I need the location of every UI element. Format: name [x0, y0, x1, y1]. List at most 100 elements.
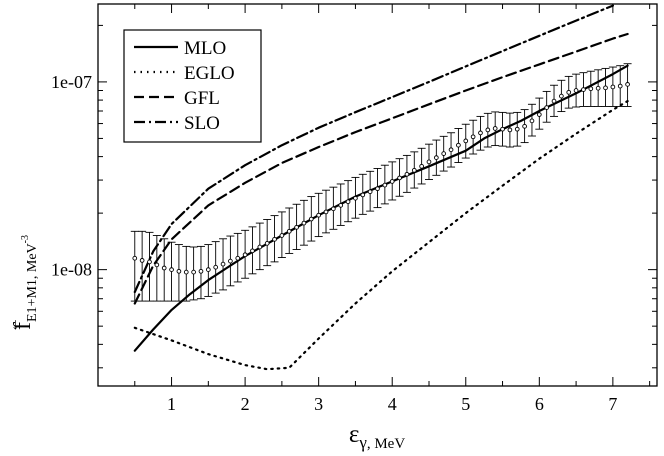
data-point: [220, 261, 226, 267]
experimental-points: [132, 82, 630, 275]
data-point: [566, 89, 572, 95]
data-point: [331, 206, 336, 212]
axis-tick-labels: 1 2 3 4 5 6 7 1e-08 1e-07: [51, 72, 617, 414]
model-curves: [133, 4, 629, 371]
x-tick-label: 1: [167, 394, 176, 414]
data-point: [441, 151, 447, 156]
x-tick-label: 5: [461, 394, 470, 414]
x-axis-subscript: γ: [358, 433, 367, 452]
data-point: [522, 123, 527, 129]
data-point: [551, 98, 557, 104]
y-axis-unit: , MeV: [25, 243, 40, 279]
data-point: [426, 159, 432, 165]
data-point: [573, 88, 579, 93]
axis-ticks: [98, 4, 657, 386]
data-point: [411, 167, 417, 173]
x-tick-label: 6: [535, 394, 544, 414]
data-point: [169, 267, 174, 272]
data-point: [139, 258, 145, 263]
data-point: [419, 163, 424, 169]
data-point: [323, 209, 329, 215]
x-axis-symbol: ε: [349, 421, 360, 448]
data-point: [191, 269, 196, 275]
data-point: [242, 252, 248, 258]
legend-label-gfl: GFL: [184, 88, 220, 109]
data-point: [360, 192, 366, 198]
series-line-mlo: [133, 64, 629, 352]
legend-box: [123, 29, 262, 143]
data-point: [367, 189, 373, 195]
data-point: [353, 195, 358, 201]
x-tick-label: 3: [314, 394, 323, 414]
y-axis-arrow: ←: [5, 317, 22, 333]
data-point: [345, 199, 351, 205]
series-line-eglo: [133, 99, 629, 371]
data-point: [514, 126, 520, 132]
legend-label-eglo: EGLO: [184, 63, 235, 84]
y-tick-label: 1e-08: [51, 260, 92, 280]
y-tick-label: 1e-07: [51, 72, 92, 92]
data-point: [257, 244, 263, 250]
data-point: [375, 186, 380, 192]
data-point: [132, 255, 138, 261]
x-tick-label: 2: [241, 394, 250, 414]
legend: MLO EGLO GFL SLO: [123, 29, 262, 143]
data-point: [154, 262, 160, 268]
data-point: [183, 269, 189, 275]
data-point: [301, 220, 307, 226]
data-point: [470, 134, 476, 140]
data-point: [213, 264, 219, 270]
data-point: [625, 82, 630, 87]
data-point: [588, 86, 594, 92]
data-point: [617, 83, 623, 89]
data-point: [147, 259, 152, 265]
data-point: [485, 127, 491, 133]
legend-label-mlo: MLO: [184, 38, 226, 59]
x-tick-label: 4: [388, 394, 397, 414]
data-point: [286, 228, 292, 234]
data-point: [404, 171, 410, 177]
data-point: [205, 267, 211, 272]
data-point: [456, 142, 461, 148]
data-point: [264, 241, 270, 246]
x-axis-label: εγ, MeV: [349, 421, 406, 452]
data-point: [610, 84, 616, 90]
data-point: [228, 258, 233, 264]
x-axis-unit: , MeV: [367, 436, 405, 452]
data-point: [536, 112, 542, 117]
data-point: [161, 265, 167, 271]
series-line-slo: [133, 4, 615, 294]
data-point: [448, 147, 454, 153]
data-point: [316, 212, 322, 218]
y-axis-label: fE1+M1, MeV-3: [10, 235, 40, 330]
data-point: [603, 85, 608, 91]
data-point: [463, 138, 469, 144]
data-point: [389, 179, 395, 184]
y-axis-unit-exponent: -3: [20, 235, 31, 243]
legend-label-slo: SLO: [184, 113, 220, 134]
series-line-gfl: [133, 32, 629, 305]
data-point: [272, 236, 277, 242]
data-point: [308, 216, 314, 222]
plot-area: [130, 4, 632, 371]
data-point: [478, 130, 483, 136]
data-point: [559, 93, 564, 99]
data-point: [507, 127, 513, 133]
y-axis-subscript: E1+M1: [25, 279, 40, 322]
y-axis-symbol: f: [10, 322, 36, 330]
data-point: [235, 255, 241, 261]
data-point: [433, 155, 439, 160]
data-point: [176, 268, 182, 274]
data-point: [500, 126, 505, 132]
data-point: [279, 233, 285, 238]
plot-frame: [97, 3, 658, 387]
data-point: [198, 268, 204, 274]
data-point: [581, 87, 586, 92]
data-point: [492, 126, 498, 131]
data-point: [529, 118, 535, 124]
data-point: [294, 224, 299, 230]
data-point: [595, 85, 601, 91]
data-point: [338, 203, 344, 208]
